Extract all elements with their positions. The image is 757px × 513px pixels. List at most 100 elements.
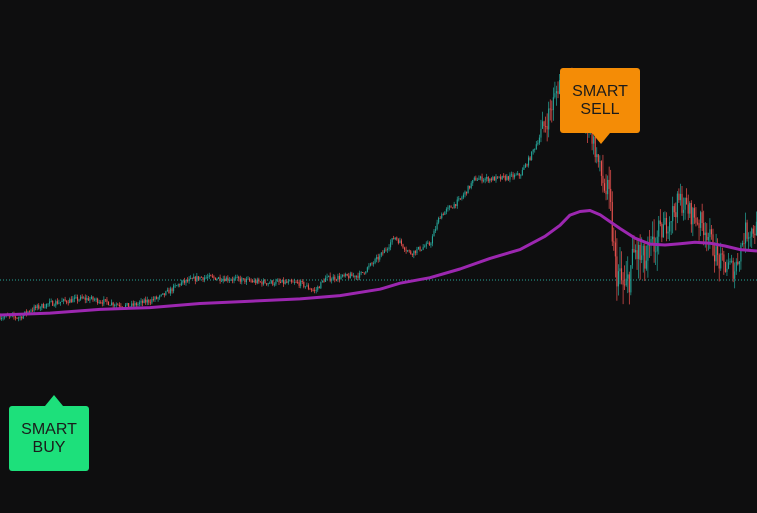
candle-body [19,316,21,318]
candle-body [87,298,89,301]
candle-body [731,260,733,262]
candle-body [549,108,551,110]
candle-body [723,254,725,262]
candle-body [157,297,159,299]
candle-body [255,280,257,284]
candle-body [492,176,494,181]
candle-body [193,276,195,279]
candles-group [0,67,757,322]
candle-body [335,279,337,281]
candle-body [540,128,542,138]
candle-body [219,277,221,281]
candle-body [49,301,51,304]
candle-body [235,277,237,279]
candle-body [331,279,333,281]
candle-body [472,180,474,184]
candle-body [117,304,119,306]
candle-body [638,245,640,259]
candle-body [373,263,375,264]
candle-body [672,206,674,222]
candle-body [324,277,327,282]
candle-body [2,317,4,319]
candle-body [247,278,249,280]
candle-body [148,299,150,303]
candle-body [311,289,313,291]
candle-body [359,272,361,278]
candle-body [621,268,623,281]
candle-body [408,250,410,252]
candle-body [559,80,561,94]
candle-body [684,197,686,210]
candle-body [740,245,742,262]
candle-body [497,176,499,178]
candle-body [338,275,340,280]
smart-buy-label-line-2: BUY [32,438,66,456]
candle-body [678,193,680,201]
candle-body [431,236,433,244]
candle-body [374,259,376,263]
candle-body [210,275,212,277]
candle-body [692,208,694,225]
candle-body [100,302,102,304]
candle-body [204,277,206,280]
candle-body [386,249,389,250]
candle-body [16,317,18,319]
candle-body [306,285,308,287]
candle-body [109,305,111,306]
candle-body [698,223,700,228]
candle-body [607,179,609,195]
candle-body [218,277,220,279]
candle-body [53,305,55,307]
candle-body [154,296,156,300]
candle-body [411,254,413,255]
candle-body [613,241,615,243]
candle-body [314,290,316,291]
candle-body [256,279,258,284]
candle-body [686,197,688,205]
candle-body [126,303,128,305]
candle-body [706,232,708,241]
candle-body [610,188,612,202]
candle-body [424,246,426,248]
candle-body [202,277,204,280]
candle-body [608,179,610,189]
candle-body [416,249,418,254]
candle-body [458,198,460,200]
candle-body [700,212,702,228]
candle-body [754,233,756,236]
candle-body [641,255,643,260]
candle-body [644,245,646,269]
candle-body [270,280,272,284]
candle-body [118,305,120,307]
candle-body [39,307,41,309]
candle-body [396,237,398,240]
candle-body [676,193,678,218]
candle-body [283,280,285,284]
candle-body [252,281,254,282]
candle-body [599,161,601,163]
candle-body [752,228,754,234]
candle-body [481,176,483,182]
candle-body [278,280,280,283]
candle-body [14,316,17,318]
candle-body [450,206,452,208]
candle-body [165,291,167,295]
candle-body [617,271,619,287]
candle-body [695,217,697,223]
candle-body [187,280,189,282]
candle-body [625,278,627,286]
candle-body [80,296,82,300]
candle-body [689,203,691,214]
candle-body [222,278,224,281]
candle-body [52,301,54,306]
candle-body [22,314,24,319]
smart-buy-label-line-1: SMART [21,420,77,438]
candle-body [721,253,723,255]
candle-body [95,298,97,300]
candle-body [679,193,681,201]
candle-body [351,273,353,277]
candle-body [287,281,289,283]
candle-body [156,296,158,299]
candle-body [103,299,105,304]
candle-body [541,121,544,129]
